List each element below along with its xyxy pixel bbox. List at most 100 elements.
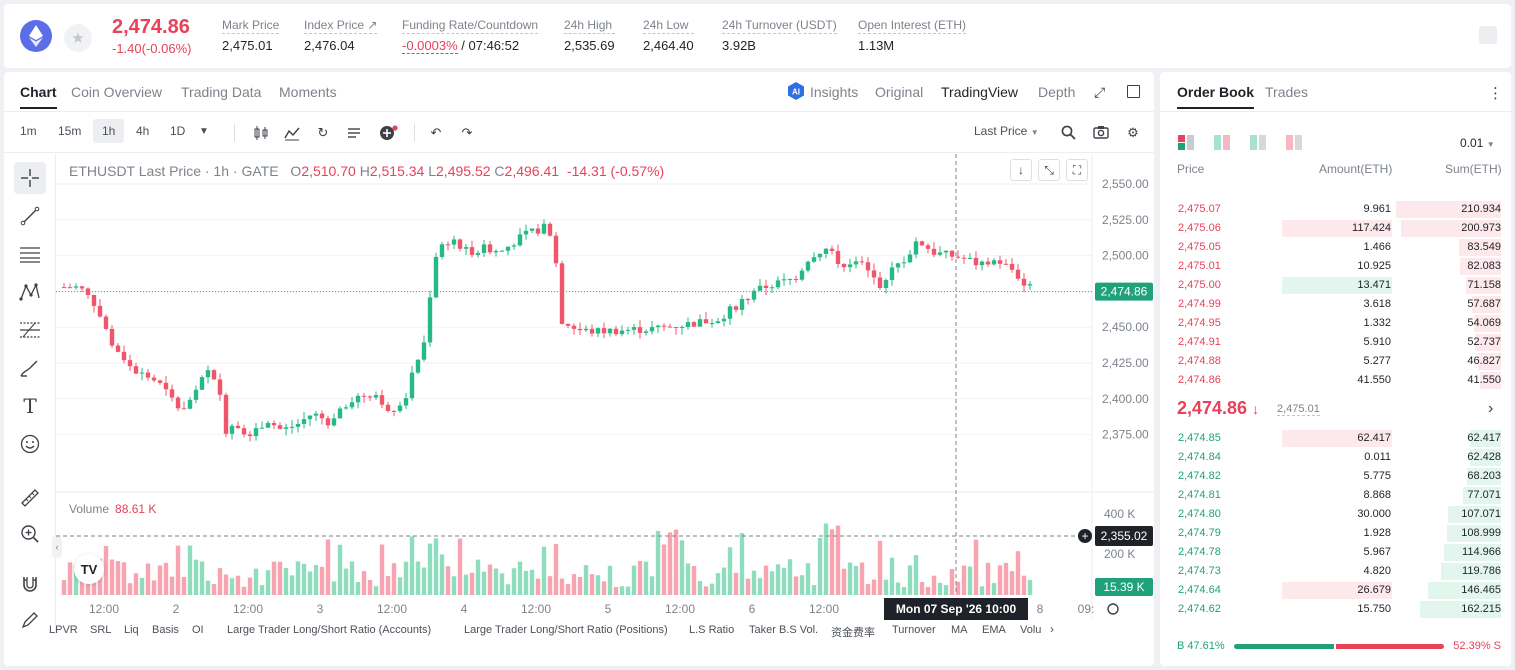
candle-type-icon[interactable] — [253, 125, 269, 141]
pencil-lock-icon[interactable] — [14, 604, 46, 636]
candle-body — [769, 287, 775, 289]
view-asks-icon[interactable] — [1286, 135, 1302, 150]
fullscreen-icon[interactable]: ⛶ — [1066, 159, 1088, 181]
ruler-icon[interactable] — [14, 482, 46, 514]
bid-row[interactable]: 2,474.64 26.679 146.465 — [1160, 581, 1511, 600]
price-source-select[interactable]: Last Price ▼ — [974, 124, 1039, 138]
tab-order-book[interactable]: Order Book — [1177, 84, 1255, 109]
bid-row[interactable]: 2,474.85 62.417 62.417 — [1160, 429, 1511, 448]
stat-index-price[interactable]: Index Price ↗ 2,476.04 — [304, 18, 378, 53]
ask-row[interactable]: 2,474.99 3.618 57.687 — [1160, 295, 1511, 314]
zoom-in-icon[interactable] — [14, 518, 46, 550]
tab-moments[interactable]: Moments — [279, 84, 337, 100]
indicator-ls-ratio[interactable]: L.S Ratio — [689, 624, 735, 636]
favorite-star-icon[interactable]: ★ — [64, 24, 92, 52]
ask-row[interactable]: 2,474.95 1.332 54.069 — [1160, 314, 1511, 333]
ask-row[interactable]: 2,475.07 9.961 210.934 — [1160, 200, 1511, 219]
ask-row[interactable]: 2,474.88 5.277 46.827 — [1160, 352, 1511, 371]
bid-row[interactable]: 2,474.81 8.868 77.071 — [1160, 486, 1511, 505]
volume-bar — [769, 571, 775, 595]
tab-tradingview[interactable]: TradingView — [941, 84, 1019, 100]
horizontal-lines-icon[interactable] — [14, 238, 46, 270]
tab-insights[interactable]: Insights — [810, 84, 859, 100]
indicator-ma[interactable]: MA — [951, 624, 968, 636]
ask-row[interactable]: 2,475.01 10.925 82.083 — [1160, 257, 1511, 276]
book-icon[interactable] — [1479, 26, 1497, 44]
indicator-ema[interactable]: EMA — [982, 624, 1006, 636]
trend-line-icon[interactable] — [14, 200, 46, 232]
amount-cell: 5.277 — [1363, 355, 1391, 367]
indicator-ls-accounts[interactable]: Large Trader Long/Short Ratio (Accounts) — [227, 624, 432, 636]
camera-icon[interactable] — [1093, 125, 1109, 141]
sum-cell: 54.069 — [1467, 317, 1501, 329]
redo-icon[interactable]: ↷ — [461, 125, 473, 140]
tab-original[interactable]: Original — [875, 84, 924, 100]
chevron-right-icon[interactable]: › — [1050, 622, 1054, 636]
price-cell: 2,475.05 — [1178, 241, 1221, 253]
bid-row[interactable]: 2,474.62 15.750 162.215 — [1160, 600, 1511, 619]
pattern-icon[interactable] — [14, 276, 46, 308]
view-split-icon[interactable] — [1214, 135, 1230, 150]
view-bids-icon[interactable] — [1250, 135, 1266, 150]
arrow-down-icon[interactable]: ↓ — [1010, 159, 1032, 181]
stat-funding-rate: Funding Rate/Countdown -0.0003% / 07:46:… — [402, 18, 539, 54]
templates-icon[interactable] — [347, 125, 363, 141]
text-tool-icon[interactable]: T — [23, 394, 37, 418]
ask-row[interactable]: 2,475.06 117.424 200.973 — [1160, 219, 1511, 238]
timeframe-1h[interactable]: 1h — [93, 119, 125, 143]
indicator-taker-bs[interactable]: Taker B.S Vol. — [749, 624, 819, 636]
indicator-srl[interactable]: SRL — [90, 624, 112, 636]
add-indicator-icon[interactable] — [379, 125, 398, 141]
ask-row[interactable]: 2,474.91 5.910 52.737 — [1160, 333, 1511, 352]
indicator-oi[interactable]: OI — [192, 624, 204, 636]
tab-chart[interactable]: Chart — [20, 84, 57, 109]
chevron-right-icon[interactable]: › — [1488, 400, 1494, 417]
sum-cell: 119.786 — [1462, 565, 1501, 577]
indicator-volume[interactable]: Volu — [1020, 624, 1042, 636]
timeframe-dropdown-icon[interactable]: ▼ — [199, 126, 209, 137]
indicators-icon[interactable] — [284, 125, 300, 141]
tab-coin-overview[interactable]: Coin Overview — [71, 84, 163, 100]
undo-icon[interactable]: ↶ — [430, 125, 442, 140]
replay-icon[interactable]: ↻ — [317, 125, 329, 140]
y-tick-label: 2,550.00 — [1102, 177, 1149, 191]
indicator-ls-positions[interactable]: Large Trader Long/Short Ratio (Positions… — [464, 624, 668, 636]
ask-row[interactable]: 2,475.00 13.471 71.158 — [1160, 276, 1511, 295]
indicator-funding[interactable]: 资金费率 — [831, 627, 875, 639]
bid-row[interactable]: 2,474.79 1.928 108.999 — [1160, 524, 1511, 543]
crosshair-icon[interactable] — [14, 162, 46, 194]
emoji-icon[interactable] — [14, 428, 46, 460]
brush-icon[interactable] — [14, 352, 46, 384]
settings-gear-icon[interactable]: ⚙ — [1127, 125, 1139, 140]
search-icon[interactable] — [1060, 125, 1076, 141]
timeframe-15m[interactable]: 15m — [58, 124, 82, 138]
tab-trading-data[interactable]: Trading Data — [181, 84, 262, 100]
ask-row[interactable]: 2,474.86 41.550 41.550 — [1160, 371, 1511, 390]
bid-row[interactable]: 2,474.73 4.820 119.786 — [1160, 562, 1511, 581]
expand-icon[interactable]: ⤢ — [1094, 84, 1106, 100]
collapse-icon[interactable]: ⤡ — [1038, 159, 1060, 181]
indicator-liq[interactable]: Liq — [124, 624, 139, 636]
collapse-toolbar-icon[interactable]: ‹ — [52, 536, 62, 558]
indicator-basis[interactable]: Basis — [152, 624, 179, 636]
indicator-turnover[interactable]: Turnover — [892, 624, 936, 636]
timeframe-1m[interactable]: 1m — [20, 124, 37, 138]
bid-row[interactable]: 2,474.84 0.011 62.428 — [1160, 448, 1511, 467]
timeframe-1d[interactable]: 1D — [170, 124, 186, 138]
tab-depth[interactable]: Depth — [1038, 84, 1076, 100]
more-options-icon[interactable]: ⋮ — [1488, 85, 1503, 102]
bid-row[interactable]: 2,474.78 5.967 114.966 — [1160, 543, 1511, 562]
view-both-icon[interactable] — [1178, 135, 1194, 150]
magnet-icon[interactable] — [14, 568, 46, 600]
timeframe-4h[interactable]: 4h — [136, 124, 150, 138]
tab-trades[interactable]: Trades — [1265, 84, 1309, 100]
fib-retracement-icon[interactable] — [14, 314, 46, 346]
ask-row[interactable]: 2,475.05 1.466 83.549 — [1160, 238, 1511, 257]
candle-body — [517, 234, 523, 246]
window-icon[interactable] — [1127, 85, 1140, 98]
bid-row[interactable]: 2,474.82 5.775 68.203 — [1160, 467, 1511, 486]
price-chart[interactable]: 2,550.002,525.002,500.002,475.002,450.00… — [56, 154, 1154, 620]
indicator-lpvr[interactable]: LPVR — [49, 624, 78, 636]
bid-row[interactable]: 2,474.80 30.000 107.071 — [1160, 505, 1511, 524]
precision-select[interactable]: 0.01 ▼ — [1460, 136, 1495, 150]
